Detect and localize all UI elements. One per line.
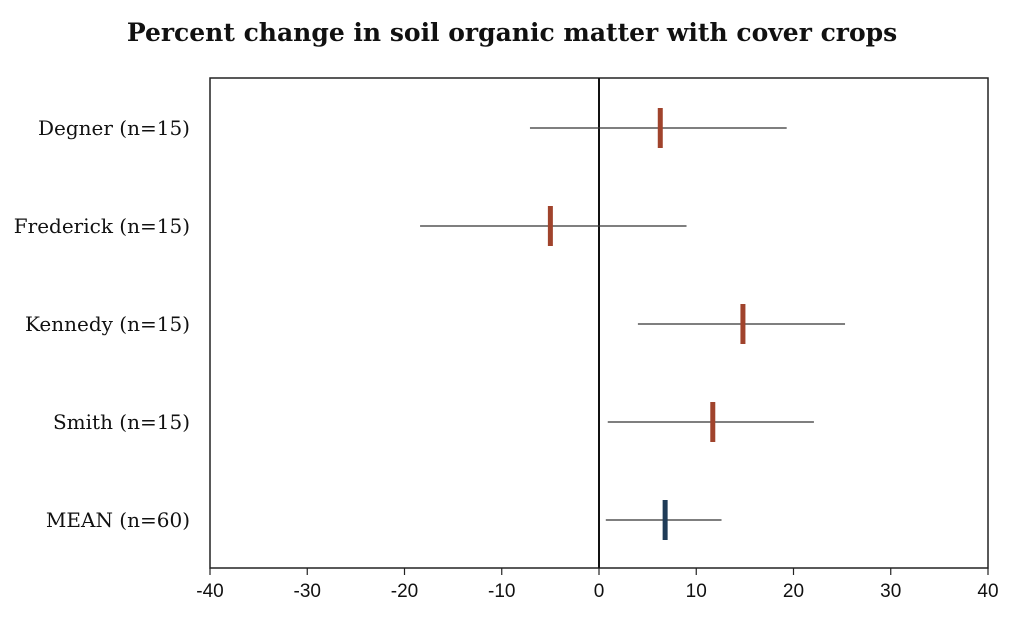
row-label: Frederick (n=15) xyxy=(14,214,190,238)
estimate-marker xyxy=(710,402,716,442)
x-tick-label: -20 xyxy=(391,581,418,602)
chart-marks: -40 -30 -20 -10 0 10 20 30 40 Degner (n=15) Freder… xyxy=(14,78,999,602)
x-tick-label: 40 xyxy=(977,581,998,602)
estimate-marker xyxy=(740,304,746,344)
x-tick-label: -10 xyxy=(488,581,515,602)
x-tick-label: 20 xyxy=(783,581,804,602)
row-label: Kennedy (n=15) xyxy=(25,312,190,336)
chart-title: Percent change in soil organic matter wi… xyxy=(126,18,898,47)
x-tick-label: 30 xyxy=(880,581,901,602)
row-label: Degner (n=15) xyxy=(38,116,190,140)
x-tick-label: 10 xyxy=(686,581,707,602)
row-label: MEAN (n=60) xyxy=(46,508,190,532)
x-tick-label: 0 xyxy=(594,581,605,602)
estimate-marker xyxy=(547,206,553,246)
row-label: Smith (n=15) xyxy=(53,410,190,434)
estimate-marker xyxy=(662,500,668,540)
estimate-marker xyxy=(657,108,663,148)
x-tick-label: -40 xyxy=(196,581,223,602)
x-tick-label: -30 xyxy=(294,581,321,602)
